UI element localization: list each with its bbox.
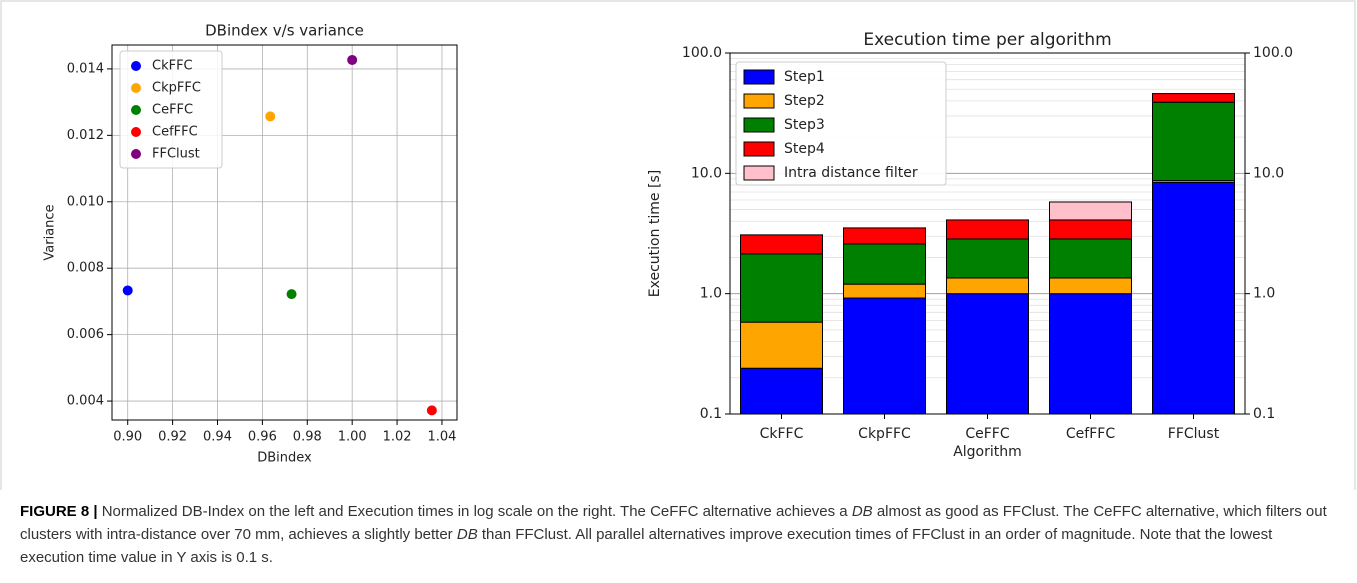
bar-segment — [946, 293, 1029, 415]
chart-title: Execution time per algorithm — [863, 30, 1111, 50]
point — [286, 289, 297, 300]
x-tick-label: CkpFFC — [858, 426, 911, 442]
point — [122, 285, 133, 296]
y-tick-label: 0.014 — [67, 61, 104, 76]
caption: FIGURE 8 | Normalized DB-Index on the le… — [20, 500, 1340, 569]
point — [347, 54, 358, 65]
legend-label: Step2 — [784, 93, 825, 109]
caption-text: than FFClust. All parallel alternatives … — [20, 526, 1273, 566]
bar-segment — [1152, 181, 1235, 415]
caption-text: almost as good as FFClust. The CeFFC alt… — [20, 503, 1327, 543]
x-tick-label: CefFFC — [1066, 426, 1115, 442]
point — [426, 405, 437, 416]
legend-box — [119, 50, 223, 169]
x-tick-label: 0.96 — [248, 430, 277, 445]
frame — [0, 0, 1356, 490]
x-tick-label: 1.04 — [427, 430, 456, 445]
legend-marker — [131, 105, 141, 115]
bar-segment — [1152, 101, 1235, 182]
caption-text: DB — [851, 503, 873, 520]
legend-swatch — [743, 141, 775, 157]
bar-segment — [843, 243, 926, 285]
x-axis-label: Algorithm — [953, 444, 1022, 460]
plot-frame — [729, 52, 1246, 415]
bar-segment — [740, 253, 823, 323]
bar-segment — [740, 321, 823, 369]
y2-tick-label: 100.0 — [1253, 45, 1293, 61]
legend-label: FFClust — [152, 147, 200, 162]
legend-swatch — [743, 93, 775, 109]
bar-segment — [946, 238, 1029, 279]
legend-label: Step4 — [784, 141, 825, 157]
y-tick-label: 0.010 — [67, 194, 104, 209]
caption-text: Normalized DB-Index on the left and Exec… — [97, 503, 852, 520]
x-tick-label: 0.98 — [293, 430, 322, 445]
bar-segment — [946, 277, 1029, 295]
legend-marker — [131, 61, 141, 71]
bar-segment — [1049, 219, 1132, 240]
legend-label: CefFFC — [152, 125, 198, 140]
y-axis-label: Variance — [43, 204, 58, 260]
bar-segment — [1049, 293, 1132, 415]
bar-segment — [1152, 93, 1235, 103]
legend-marker — [131, 127, 141, 137]
legend-label: CkFFC — [152, 59, 193, 74]
legend-swatch — [743, 165, 775, 181]
x-tick-label: 1.00 — [338, 430, 367, 445]
x-tick-label: 1.02 — [383, 430, 412, 445]
y-tick-label: 0.012 — [67, 128, 104, 143]
caption-text: DB — [456, 526, 478, 543]
legend-marker — [131, 83, 141, 93]
x-tick-label: 0.94 — [203, 430, 232, 445]
y-tick-label: 0.006 — [67, 327, 104, 342]
legend-label: Step3 — [784, 117, 825, 133]
legend-label: Intra distance filter — [784, 165, 918, 181]
bar-segment — [843, 283, 926, 299]
x-axis-label: DBindex — [257, 451, 312, 466]
legend-swatch — [743, 69, 775, 85]
y2-tick-label: 0.1 — [1253, 406, 1275, 422]
x-tick-label: CkFFC — [760, 426, 804, 442]
y2-tick-label: 10.0 — [1253, 165, 1284, 181]
y-tick-label: 10.0 — [691, 165, 722, 181]
x-tick-label: CeFFC — [965, 426, 1009, 442]
x-tick-label: 0.90 — [113, 430, 142, 445]
y-tick-label: 0.1 — [700, 406, 722, 422]
bar-segment — [843, 297, 926, 415]
y-tick-label: 0.008 — [67, 261, 104, 276]
bar-segment — [740, 234, 823, 255]
point — [265, 111, 276, 122]
y-tick-label: 100.0 — [682, 45, 722, 61]
plot-frame — [111, 44, 458, 421]
bar-segment — [1049, 277, 1132, 295]
x-tick-label: FFClust — [1168, 426, 1220, 442]
bar-segment — [843, 227, 926, 245]
bar-segment — [1049, 238, 1132, 279]
legend-marker — [131, 149, 141, 159]
x-tick-label: 0.92 — [158, 430, 187, 445]
legend-label: Step1 — [784, 69, 825, 85]
legend-swatch — [743, 117, 775, 133]
legend-box — [735, 61, 947, 186]
legend-label: CeFFC — [152, 103, 193, 118]
bar-segment — [946, 219, 1029, 240]
bar-segment — [1049, 201, 1132, 221]
figure: DBindex v/s variance 0.90 0.92 0.94 0.96 0.98… — [0, 0, 1356, 490]
caption-label: FIGURE 8 | — [20, 503, 98, 520]
y2-tick-label: 1.0 — [1253, 286, 1275, 302]
y-tick-label: 1.0 — [700, 286, 722, 302]
legend-label: CkpFFC — [152, 81, 201, 96]
y-tick-label: 0.004 — [67, 394, 104, 409]
bar-segment — [740, 367, 823, 415]
y-axis-label: Execution time [s] — [647, 170, 663, 297]
chart-title: DBindex v/s variance — [205, 22, 364, 40]
